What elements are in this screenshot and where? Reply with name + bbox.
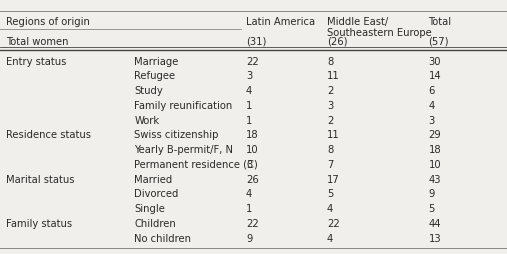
Text: 3: 3 [246, 160, 252, 170]
Text: 14: 14 [428, 71, 441, 82]
Text: 3: 3 [327, 101, 333, 111]
Text: Total women: Total women [6, 37, 68, 47]
Text: Total: Total [428, 17, 452, 27]
Text: Marriage: Marriage [134, 57, 179, 67]
Text: Divorced: Divorced [134, 189, 179, 199]
Text: (57): (57) [428, 37, 449, 47]
Text: 44: 44 [428, 219, 441, 229]
Text: 5: 5 [327, 189, 334, 199]
Text: 4: 4 [327, 233, 333, 244]
Text: 22: 22 [246, 219, 259, 229]
Text: 5: 5 [428, 204, 435, 214]
Text: 26: 26 [246, 174, 259, 185]
Text: 1: 1 [246, 204, 252, 214]
Text: 4: 4 [327, 204, 333, 214]
Text: 30: 30 [428, 57, 441, 67]
Text: Swiss citizenship: Swiss citizenship [134, 130, 219, 140]
Text: 13: 13 [428, 233, 441, 244]
Text: 4: 4 [246, 189, 252, 199]
Text: Entry status: Entry status [6, 57, 66, 67]
Text: Latin America: Latin America [246, 17, 315, 27]
Text: 29: 29 [428, 130, 441, 140]
Text: Family reunification: Family reunification [134, 101, 233, 111]
Text: 10: 10 [428, 160, 441, 170]
Text: 8: 8 [327, 145, 333, 155]
Text: Children: Children [134, 219, 176, 229]
Text: 3: 3 [428, 116, 434, 126]
Text: Refugee: Refugee [134, 71, 175, 82]
Text: 4: 4 [246, 86, 252, 96]
Text: No children: No children [134, 233, 191, 244]
Text: 2: 2 [327, 86, 334, 96]
Text: 22: 22 [327, 219, 340, 229]
Text: Permanent residence (C): Permanent residence (C) [134, 160, 258, 170]
Text: 9: 9 [246, 233, 252, 244]
Text: 7: 7 [327, 160, 334, 170]
Text: Work: Work [134, 116, 160, 126]
Text: 1: 1 [246, 116, 252, 126]
Text: 9: 9 [428, 189, 435, 199]
Text: 11: 11 [327, 71, 340, 82]
Text: (31): (31) [246, 37, 266, 47]
Text: Yearly B-permit/F, N: Yearly B-permit/F, N [134, 145, 233, 155]
Text: 43: 43 [428, 174, 441, 185]
Text: Married: Married [134, 174, 172, 185]
Text: Middle East/: Middle East/ [327, 17, 388, 27]
Text: 4: 4 [428, 101, 434, 111]
Text: Marital status: Marital status [6, 174, 75, 185]
Text: 1: 1 [246, 101, 252, 111]
Text: 8: 8 [327, 57, 333, 67]
Text: 11: 11 [327, 130, 340, 140]
Text: 17: 17 [327, 174, 340, 185]
Text: Single: Single [134, 204, 165, 214]
Text: (26): (26) [327, 37, 347, 47]
Text: 2: 2 [327, 116, 334, 126]
Text: 6: 6 [428, 86, 435, 96]
Text: Family status: Family status [6, 219, 72, 229]
Text: Regions of origin: Regions of origin [6, 17, 90, 27]
Text: 22: 22 [246, 57, 259, 67]
Text: 3: 3 [246, 71, 252, 82]
Text: 18: 18 [428, 145, 441, 155]
Text: Study: Study [134, 86, 163, 96]
Text: 18: 18 [246, 130, 259, 140]
Text: 10: 10 [246, 145, 259, 155]
Text: Southeastern Europe: Southeastern Europe [327, 28, 432, 38]
Text: Residence status: Residence status [6, 130, 91, 140]
